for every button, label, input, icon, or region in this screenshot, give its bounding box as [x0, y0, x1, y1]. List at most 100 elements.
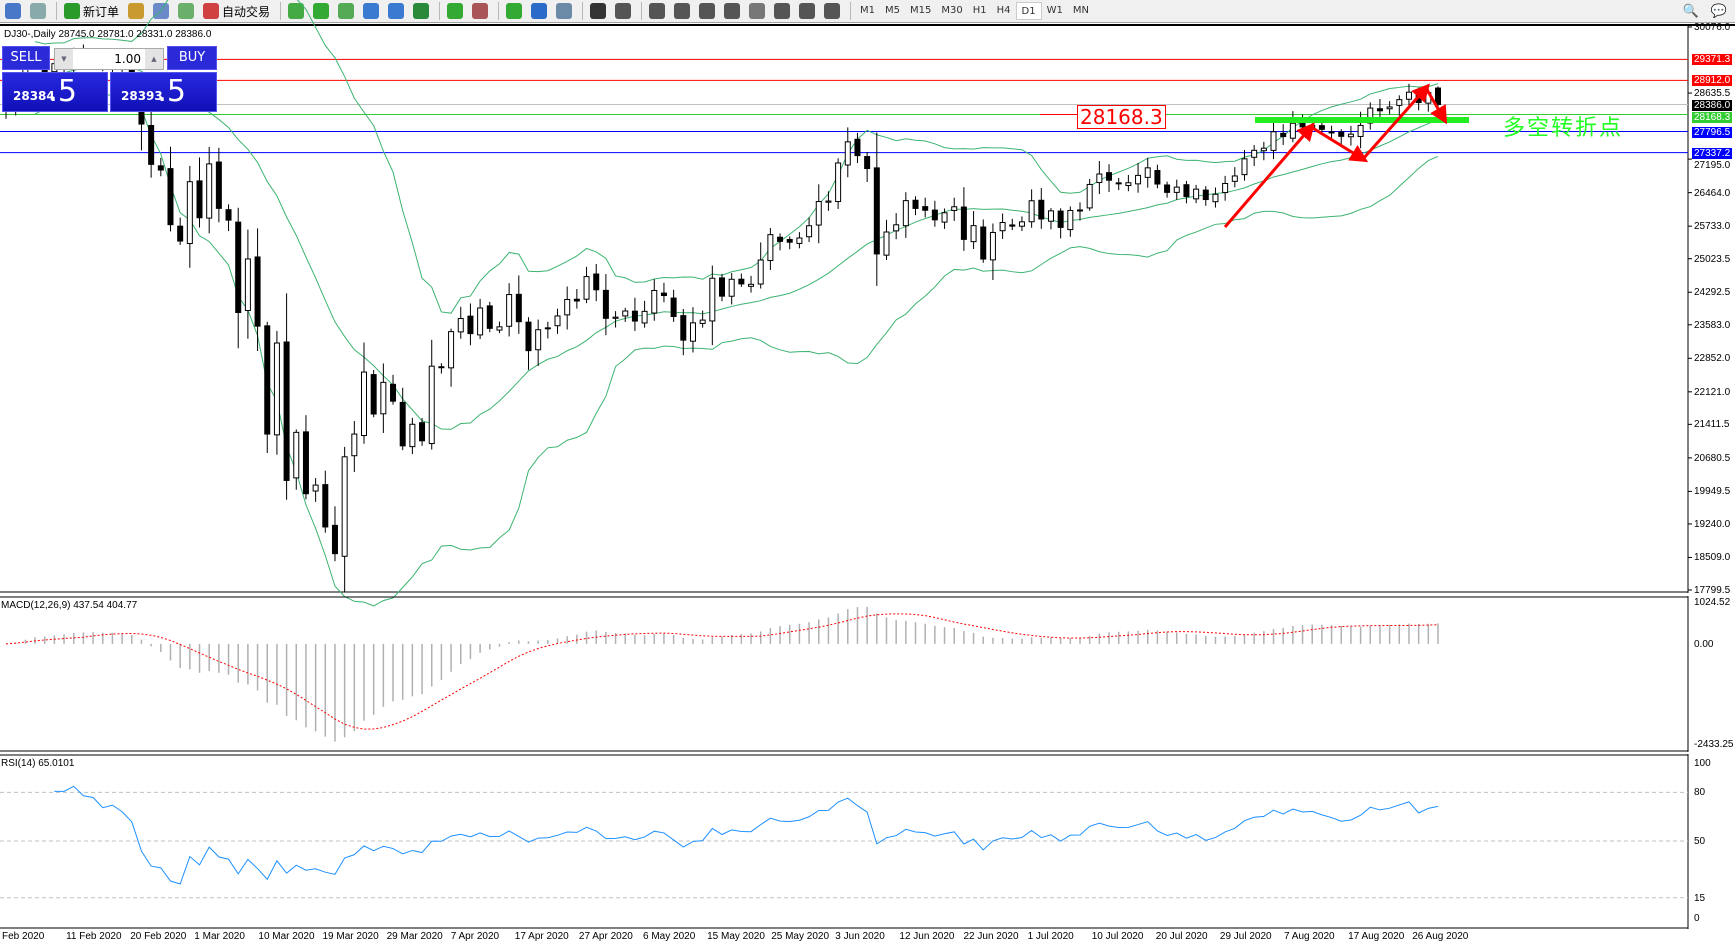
turning-point-label[interactable]: 多空转折点: [1503, 116, 1624, 141]
navigator-zoom-button[interactable]: [27, 1, 49, 21]
text-label-button[interactable]: [796, 1, 818, 21]
candle-body: [719, 277, 725, 297]
time-axis-label: 27 Apr 2020: [578, 931, 633, 942]
price-axis-label: 27195.0: [1694, 159, 1731, 171]
rsi-panel[interactable]: [0, 754, 1735, 929]
candle: [1376, 98, 1383, 119]
price-axis-label: 20680.5: [1694, 452, 1731, 464]
candlestick-button[interactable]: [310, 1, 332, 21]
sell-price-button[interactable]: 28384 .5: [2, 72, 108, 112]
metaeditor-button[interactable]: [125, 1, 147, 21]
cursor-button[interactable]: [587, 1, 609, 21]
signals-button[interactable]: [175, 1, 197, 21]
price-chart[interactable]: [0, 0, 1735, 607]
candle-body: [612, 316, 619, 319]
text-button[interactable]: [771, 1, 793, 21]
candle-body: [835, 162, 842, 203]
sell-button[interactable]: SELL: [2, 46, 50, 70]
time-axis-label: 10 Jul 2020: [1091, 931, 1144, 942]
chart-shift-button[interactable]: [469, 1, 491, 21]
vertical-line-button[interactable]: [646, 1, 668, 21]
lot-increase-icon[interactable]: ▲: [145, 49, 163, 69]
candle-body: [331, 524, 338, 555]
candle: [941, 208, 948, 229]
toolbar-separator: [56, 2, 57, 20]
candle: [767, 228, 774, 271]
line-chart-icon: [338, 3, 355, 19]
autoscroll-button[interactable]: [444, 1, 466, 21]
zoom-in-button[interactable]: [360, 1, 382, 21]
candle: [748, 275, 755, 293]
indicators-button[interactable]: [503, 1, 525, 21]
timeframe-m1[interactable]: M1: [860, 5, 876, 16]
fibonacci-button[interactable]: [746, 1, 768, 21]
text-label-icon: [799, 3, 816, 19]
arrows-button[interactable]: [821, 1, 843, 21]
market-watch-button[interactable]: [2, 1, 24, 21]
trendline-button[interactable]: [696, 1, 718, 21]
candle: [1347, 125, 1354, 146]
horizontal-line-button[interactable]: [671, 1, 693, 21]
time-axis-label: 7 Apr 2020: [450, 931, 500, 942]
equidistant-channel-button[interactable]: [721, 1, 743, 21]
lot-size-input[interactable]: 1.00: [114, 52, 141, 66]
candle-body: [680, 315, 687, 341]
buy-price-button[interactable]: 28393 .5: [110, 72, 217, 112]
trend-arrow[interactable]: [1424, 87, 1448, 125]
price-annotation-box[interactable]: 28168.3: [1077, 105, 1166, 129]
candle-body: [1193, 188, 1200, 200]
trend-arrow[interactable]: [1223, 122, 1315, 228]
lot-size-stepper[interactable]: ▼ 1.00 ▲: [54, 48, 164, 70]
candle: [554, 308, 561, 334]
zoom-out-button[interactable]: [385, 1, 407, 21]
new-order-button[interactable]: 新订单: [61, 1, 122, 21]
candle: [380, 363, 387, 433]
timeframe-m5[interactable]: M5: [885, 5, 901, 16]
candle-body: [496, 326, 503, 331]
candle-body: [370, 374, 377, 415]
search-icon[interactable]: 🔍: [1682, 3, 1699, 19]
auto-trading-button[interactable]: 自动交易: [200, 1, 273, 21]
templates-button[interactable]: [553, 1, 575, 21]
tile-windows-button[interactable]: [410, 1, 432, 21]
level-price-tag: 28168.3: [1692, 112, 1733, 124]
candle-body: [283, 341, 290, 481]
candle-body: [1289, 122, 1296, 139]
timeframe-mn[interactable]: MN: [1072, 5, 1089, 16]
level-price-tag: 27337.2: [1692, 147, 1733, 159]
timeframe-m15[interactable]: M15: [910, 5, 932, 16]
crosshair-icon: [615, 3, 632, 19]
trend-arrow[interactable]: [1310, 125, 1369, 163]
timeframe-w1[interactable]: W1: [1046, 5, 1063, 16]
bar-chart-button[interactable]: [285, 1, 307, 21]
candle-body: [167, 168, 174, 226]
timeframe-m30[interactable]: M30: [941, 5, 963, 16]
candle-body: [428, 365, 435, 445]
lot-decrease-icon[interactable]: ▼: [55, 49, 73, 69]
timeframe-h4[interactable]: H4: [996, 5, 1011, 16]
timeframe-d1[interactable]: D1: [1015, 2, 1042, 20]
chat-icon[interactable]: 💬: [1710, 3, 1727, 19]
candle: [1328, 125, 1335, 139]
candle-body: [1241, 158, 1248, 176]
candle-body: [390, 383, 397, 402]
rsi-axis-label: 100: [1694, 758, 1711, 769]
timeframe-h1[interactable]: H1: [972, 5, 987, 16]
turning-zone-bar[interactable]: [1255, 117, 1469, 123]
crosshair-button[interactable]: [612, 1, 634, 21]
candle-body: [1376, 108, 1383, 112]
buy-button[interactable]: BUY: [167, 46, 217, 70]
price-axis-label: 25733.0: [1694, 221, 1731, 233]
macd-panel[interactable]: [0, 596, 1735, 752]
trend-arrow[interactable]: [1361, 83, 1430, 160]
candle-body: [970, 225, 977, 243]
candle: [1222, 175, 1229, 201]
candle: [922, 197, 929, 218]
candle: [806, 217, 813, 243]
price-axis-label: 18509.0: [1694, 552, 1731, 564]
line-chart-button[interactable]: [335, 1, 357, 21]
candle-body: [1405, 91, 1412, 100]
time-axis-label: 22 Jun 2020: [963, 931, 1019, 942]
candle: [506, 283, 513, 337]
periods-clock-button[interactable]: [528, 1, 550, 21]
